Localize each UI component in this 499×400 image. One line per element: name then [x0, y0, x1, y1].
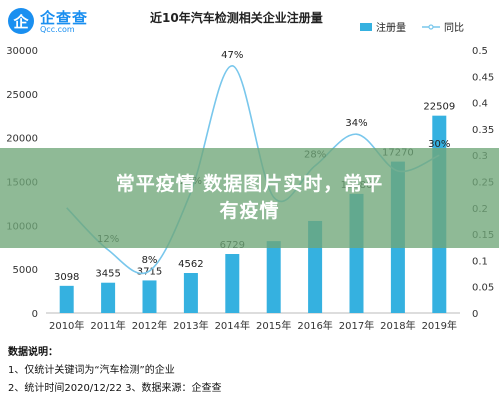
x-tick-label: 2014年 — [215, 319, 250, 332]
y-left-tick-label: 30000 — [6, 46, 38, 57]
legend-bar-swatch — [360, 23, 372, 31]
y-left-tick-label: 5000 — [13, 265, 38, 276]
y-left-tick-label: 0 — [32, 309, 38, 320]
data-notes: 数据说明： 1、仅统计关键词为“汽车检测”的企业 2、统计时间2020/12/2… — [8, 344, 222, 398]
line-value-label: 34% — [345, 118, 367, 129]
bar-value-label: 22509 — [423, 102, 455, 113]
notes-line-1: 1、仅统计关键词为“汽车检测”的企业 — [8, 365, 175, 376]
x-tick-label: 2017年 — [339, 319, 374, 332]
x-tick-label: 2019年 — [422, 319, 457, 332]
yoy-line — [66, 64, 440, 275]
bar-2012年 — [142, 280, 157, 313]
y-right-tick-label: 0.1 — [472, 256, 488, 267]
brand-url: Qcc.com — [40, 25, 75, 34]
y-right-tick-label: 0.4 — [472, 99, 488, 110]
legend-line-label: 同比 — [444, 22, 464, 34]
brand-logo: 企 企查查 Qcc.com — [8, 6, 128, 38]
y-right-tick-label: 0.5 — [472, 46, 488, 57]
bar-value-label: 3098 — [54, 272, 79, 283]
y-left-tick-label: 25000 — [6, 90, 38, 101]
x-tick-label: 2015年 — [256, 319, 291, 332]
bar-value-label: 3715 — [137, 266, 162, 277]
y-right-tick-label: 0 — [472, 309, 478, 320]
y-right-tick-label: 0.05 — [472, 283, 494, 294]
bar-2013年 — [183, 273, 198, 313]
legend-line-marker — [428, 24, 434, 30]
x-tick-label: 2011年 — [90, 319, 125, 332]
x-tick-label: 2018年 — [380, 319, 415, 332]
brand-name: 企查查 — [40, 9, 89, 27]
bar-2015年 — [266, 241, 281, 313]
line-value-label: 8% — [142, 255, 158, 266]
y-left-tick-label: 20000 — [6, 134, 38, 145]
banner-text: 常平疫情 数据图片实时，常平有疫情 — [115, 173, 384, 222]
notes-line-2: 2、统计时间2020/12/22 3、数据来源：企查查 — [8, 383, 222, 394]
chart-title: 近10年汽车检测相关企业注册量 — [150, 11, 323, 25]
y-right-tick-label: 0.35 — [472, 125, 494, 136]
bar-2010年 — [59, 285, 74, 313]
line-value-label: 30% — [428, 139, 450, 150]
x-tick-label: 2010年 — [49, 319, 84, 332]
bar-value-label: 4562 — [178, 259, 203, 270]
notes-heading: 数据说明： — [8, 347, 58, 358]
overlay-banner: 常平疫情 数据图片实时，常平有疫情 — [0, 148, 499, 248]
x-tick-label: 2016年 — [297, 319, 332, 332]
legend-bar-label: 注册量 — [376, 21, 406, 34]
bar-2011年 — [101, 282, 116, 313]
bar-value-label: 3455 — [95, 269, 120, 280]
x-tick-label: 2013年 — [173, 319, 208, 332]
x-tick-label: 2012年 — [132, 319, 167, 332]
line-value-label: 47% — [221, 50, 243, 61]
bar-2014年 — [225, 254, 240, 313]
brand-mark-icon: 企 — [8, 8, 34, 34]
y-right-tick-label: 0.45 — [472, 72, 494, 83]
